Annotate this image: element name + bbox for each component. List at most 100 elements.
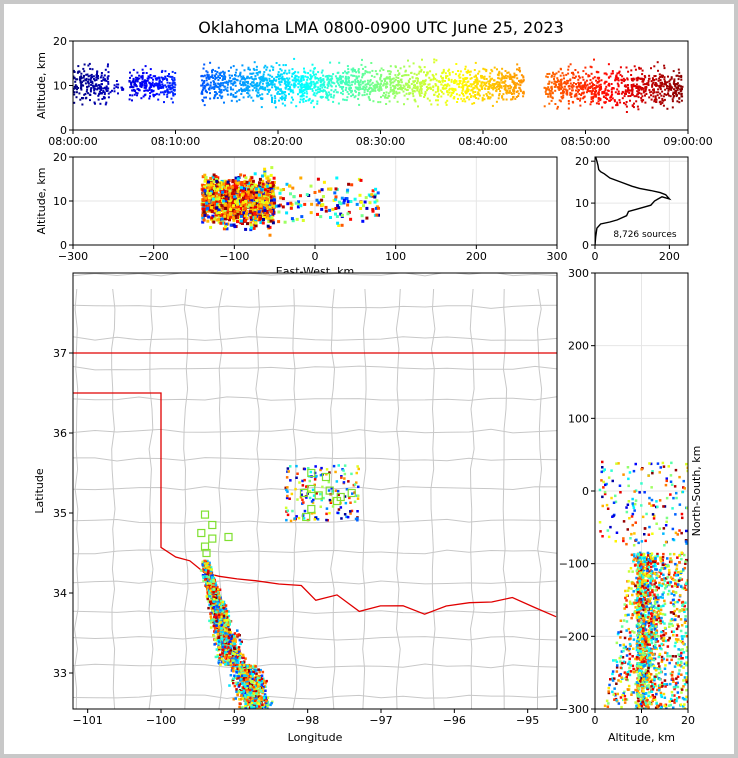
source-point [482, 76, 485, 79]
source-point [228, 189, 232, 193]
source-point [160, 76, 163, 79]
source-point [399, 85, 402, 88]
source-point [559, 100, 562, 103]
source-point [605, 80, 608, 83]
source-point [249, 206, 253, 209]
source-point [251, 218, 255, 222]
source-point [322, 84, 325, 87]
source-point [377, 206, 380, 210]
source-point [462, 79, 465, 82]
source-point [334, 88, 337, 91]
source-point [244, 176, 248, 180]
source-point [210, 216, 214, 220]
source-point [460, 86, 463, 89]
source-point [420, 85, 423, 88]
source-point [234, 214, 238, 218]
source-point [291, 89, 294, 92]
source-point [234, 176, 238, 180]
source-point [464, 91, 467, 94]
source-point [278, 191, 282, 195]
source-point [498, 85, 501, 88]
source-point [398, 72, 401, 75]
source-point [104, 103, 107, 106]
source-point [219, 85, 222, 88]
source-point [595, 102, 598, 105]
source-point [223, 186, 227, 190]
source-point [400, 78, 403, 81]
source-point [99, 102, 102, 105]
source-point [408, 65, 411, 68]
source-point [145, 72, 148, 74]
source-point [279, 77, 282, 80]
source-point [253, 186, 257, 190]
source-point [201, 74, 204, 77]
source-point [240, 186, 243, 190]
source-point [662, 104, 665, 107]
source-point [475, 85, 478, 88]
source-point [261, 82, 264, 85]
source-point [217, 66, 220, 69]
source-point [266, 184, 270, 188]
source-point [164, 76, 167, 79]
source-point [450, 78, 453, 81]
source-point [266, 181, 270, 185]
source-point [271, 191, 275, 195]
source-point [268, 89, 271, 91]
source-point [80, 86, 83, 89]
source-point [553, 75, 556, 78]
source-point [364, 70, 367, 72]
source-point [206, 209, 210, 213]
source-point [561, 97, 564, 100]
source-point [326, 95, 329, 98]
source-point [664, 88, 667, 91]
source-point [359, 86, 362, 89]
source-point [498, 94, 501, 97]
source-point [510, 86, 513, 89]
source-point [630, 69, 633, 72]
source-point [259, 204, 263, 208]
source-point [245, 212, 248, 216]
source-point [271, 219, 275, 223]
source-point [322, 79, 325, 82]
source-point [255, 193, 258, 197]
source-point [491, 70, 494, 73]
source-point [286, 84, 289, 87]
source-point [263, 186, 267, 190]
source-point [659, 79, 662, 82]
source-point [220, 97, 223, 100]
source-point [434, 83, 437, 85]
source-point [359, 79, 362, 82]
source-point [426, 87, 429, 90]
source-point [90, 83, 93, 86]
source-point [272, 180, 276, 184]
source-point [233, 206, 237, 210]
source-point [97, 94, 100, 97]
source-point [262, 78, 265, 81]
source-point [235, 188, 239, 192]
source-point [556, 105, 559, 108]
source-point [601, 106, 604, 109]
source-point [225, 81, 228, 84]
source-point [238, 682, 242, 686]
county-line [73, 457, 557, 462]
source-point [470, 77, 473, 80]
source-point [163, 101, 165, 104]
source-point [87, 81, 90, 84]
source-point [469, 70, 472, 73]
source-point [208, 86, 211, 89]
source-point [593, 58, 595, 61]
source-point [619, 101, 622, 104]
source-point [263, 79, 266, 81]
source-point [366, 90, 369, 93]
source-point [302, 76, 305, 79]
source-point [133, 93, 136, 96]
source-point [516, 82, 518, 85]
source-point [472, 95, 475, 98]
source-point [590, 101, 593, 103]
source-point [132, 68, 135, 71]
source-point [341, 87, 344, 90]
source-point [234, 184, 238, 188]
x-tick-label: 09:00:00 [663, 135, 712, 148]
source-point [677, 78, 680, 81]
source-point [429, 86, 432, 89]
